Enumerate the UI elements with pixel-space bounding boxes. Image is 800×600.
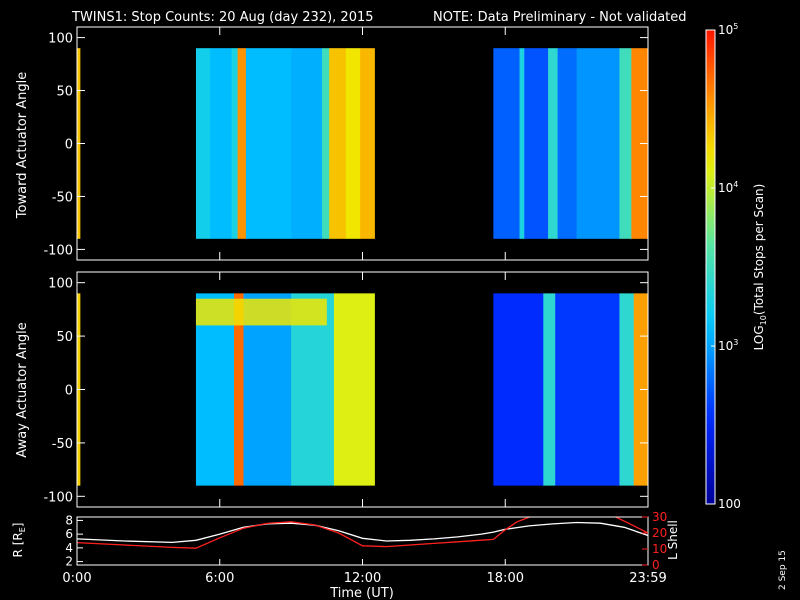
heatmap-band xyxy=(493,293,544,486)
y-tick-label: -100 xyxy=(43,490,73,505)
heatmap-highlight-band xyxy=(195,298,327,326)
heatmap-band xyxy=(329,48,347,239)
heatmap-band xyxy=(548,48,559,239)
heatmap-band xyxy=(360,48,375,239)
radius-line xyxy=(77,521,648,544)
colorbar-tick-label: 103 xyxy=(718,338,738,353)
y-tick-label: -50 xyxy=(52,190,73,205)
heatmap-band xyxy=(555,293,620,486)
heatmap-band xyxy=(524,48,549,239)
time-tick-label: 23:59 xyxy=(629,571,666,586)
heatmap-band xyxy=(576,48,620,239)
y-tick-label: 100 xyxy=(48,32,73,47)
heatmap-band xyxy=(195,48,211,239)
orbit-panel-frame xyxy=(76,516,649,566)
heatmap-band xyxy=(333,293,375,486)
heatmap-band xyxy=(519,48,525,239)
heatmap-band xyxy=(557,48,578,239)
time-tick-label: 12:00 xyxy=(344,571,381,586)
away-angle-panel: 100 50 0 -50 -100 xyxy=(43,271,649,508)
lshell-tick-label: 10 xyxy=(652,542,667,556)
heatmap-band xyxy=(493,48,521,239)
lshell-line xyxy=(77,517,532,549)
heatmap-band xyxy=(231,48,239,239)
time-tick-label: 6:00 xyxy=(205,571,234,586)
lshell-line xyxy=(614,517,648,534)
radius-tick-label: 8 xyxy=(65,513,73,527)
colorbar-tick-label: 100 xyxy=(718,497,741,511)
time-tick-label: 0:00 xyxy=(62,571,91,586)
lshell-tick-label: 0 xyxy=(652,558,660,572)
heatmap-band xyxy=(619,293,635,486)
heatmap-band xyxy=(291,48,323,239)
away-angle-ylabel: Away Actuator Angle xyxy=(15,322,30,457)
toward-angle-ylabel: Toward Actuator Angle xyxy=(15,72,30,219)
radius-tick-label: 6 xyxy=(65,527,73,541)
time-tick-label: 18:00 xyxy=(487,571,524,586)
radius-tick-label: 4 xyxy=(65,541,73,555)
heatmap-band xyxy=(245,48,292,239)
figure-title: TWINS1: Stop Counts: 20 Aug (day 232), 2… xyxy=(71,10,374,25)
colorbar-tick-label: 104 xyxy=(718,180,738,195)
colorbar-gradient xyxy=(705,29,716,505)
colorbar-label: LOG10(Total Stops per Scan) xyxy=(752,184,768,351)
y-tick-label: -50 xyxy=(52,437,73,452)
time-axis-label: Time (UT) xyxy=(329,586,394,600)
colorbar: 100 103 104 105 xyxy=(705,22,741,511)
lshell-axis-label: L Shell xyxy=(666,520,680,560)
y-tick-label: 100 xyxy=(48,277,73,292)
lshell-tick-label: 20 xyxy=(652,526,667,540)
heatmap-band xyxy=(631,48,649,239)
heatmap-band xyxy=(322,48,330,239)
heatmap-band xyxy=(237,48,247,239)
heatmap-band xyxy=(543,293,556,486)
y-tick-label: 50 xyxy=(56,330,73,345)
lshell-tick-label: 30 xyxy=(652,510,667,524)
y-tick-label: 50 xyxy=(56,85,73,100)
generation-date: 2 Sep 15 xyxy=(778,550,788,590)
radius-tick-label: 2 xyxy=(65,555,73,569)
heatmap-band xyxy=(210,48,233,239)
y-tick-label: 0 xyxy=(65,384,73,399)
preliminary-note: NOTE: Data Preliminary - Not validated xyxy=(433,10,687,25)
radius-axis-label: R [RE] xyxy=(11,523,27,558)
heatmap-band xyxy=(345,48,361,239)
heatmap-band xyxy=(619,48,632,239)
heatmap-band xyxy=(234,293,245,486)
y-tick-label: -100 xyxy=(43,243,73,258)
y-tick-label: 0 xyxy=(65,138,73,153)
toward-angle-panel: 100 50 0 -50 -100 xyxy=(43,26,649,261)
colorbar-tick-label: 105 xyxy=(718,22,738,37)
